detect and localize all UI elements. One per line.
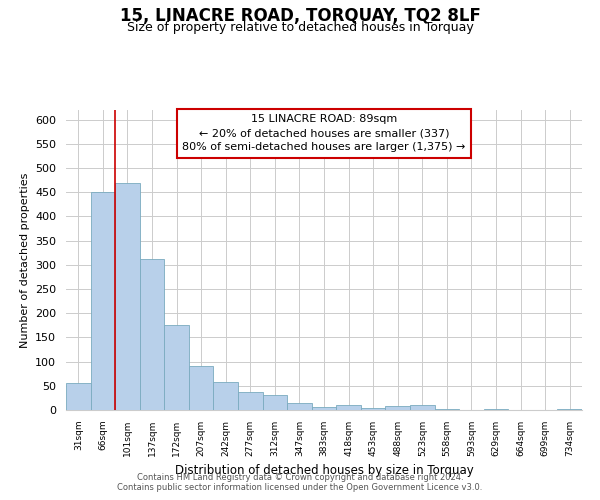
Bar: [189, 366, 214, 410]
Bar: [410, 405, 434, 410]
Bar: [164, 326, 189, 410]
Bar: [361, 408, 385, 410]
Text: Size of property relative to detached houses in Torquay: Size of property relative to detached ho…: [127, 21, 473, 34]
Bar: [140, 259, 164, 410]
Text: 15, LINACRE ROAD, TORQUAY, TQ2 8LF: 15, LINACRE ROAD, TORQUAY, TQ2 8LF: [119, 8, 481, 26]
Bar: [336, 405, 361, 410]
Bar: [238, 392, 263, 410]
Bar: [263, 396, 287, 410]
Y-axis label: Number of detached properties: Number of detached properties: [20, 172, 29, 348]
Bar: [66, 384, 91, 410]
Bar: [91, 192, 115, 410]
Bar: [115, 182, 140, 410]
Text: Contains public sector information licensed under the Open Government Licence v3: Contains public sector information licen…: [118, 484, 482, 492]
Text: 15 LINACRE ROAD: 89sqm
← 20% of detached houses are smaller (337)
80% of semi-de: 15 LINACRE ROAD: 89sqm ← 20% of detached…: [182, 114, 466, 152]
Bar: [385, 406, 410, 410]
X-axis label: Distribution of detached houses by size in Torquay: Distribution of detached houses by size …: [175, 464, 473, 477]
Bar: [434, 408, 459, 410]
Text: Contains HM Land Registry data © Crown copyright and database right 2024.: Contains HM Land Registry data © Crown c…: [137, 474, 463, 482]
Bar: [312, 406, 336, 410]
Bar: [557, 409, 582, 410]
Bar: [214, 382, 238, 410]
Bar: [484, 409, 508, 410]
Bar: [287, 402, 312, 410]
